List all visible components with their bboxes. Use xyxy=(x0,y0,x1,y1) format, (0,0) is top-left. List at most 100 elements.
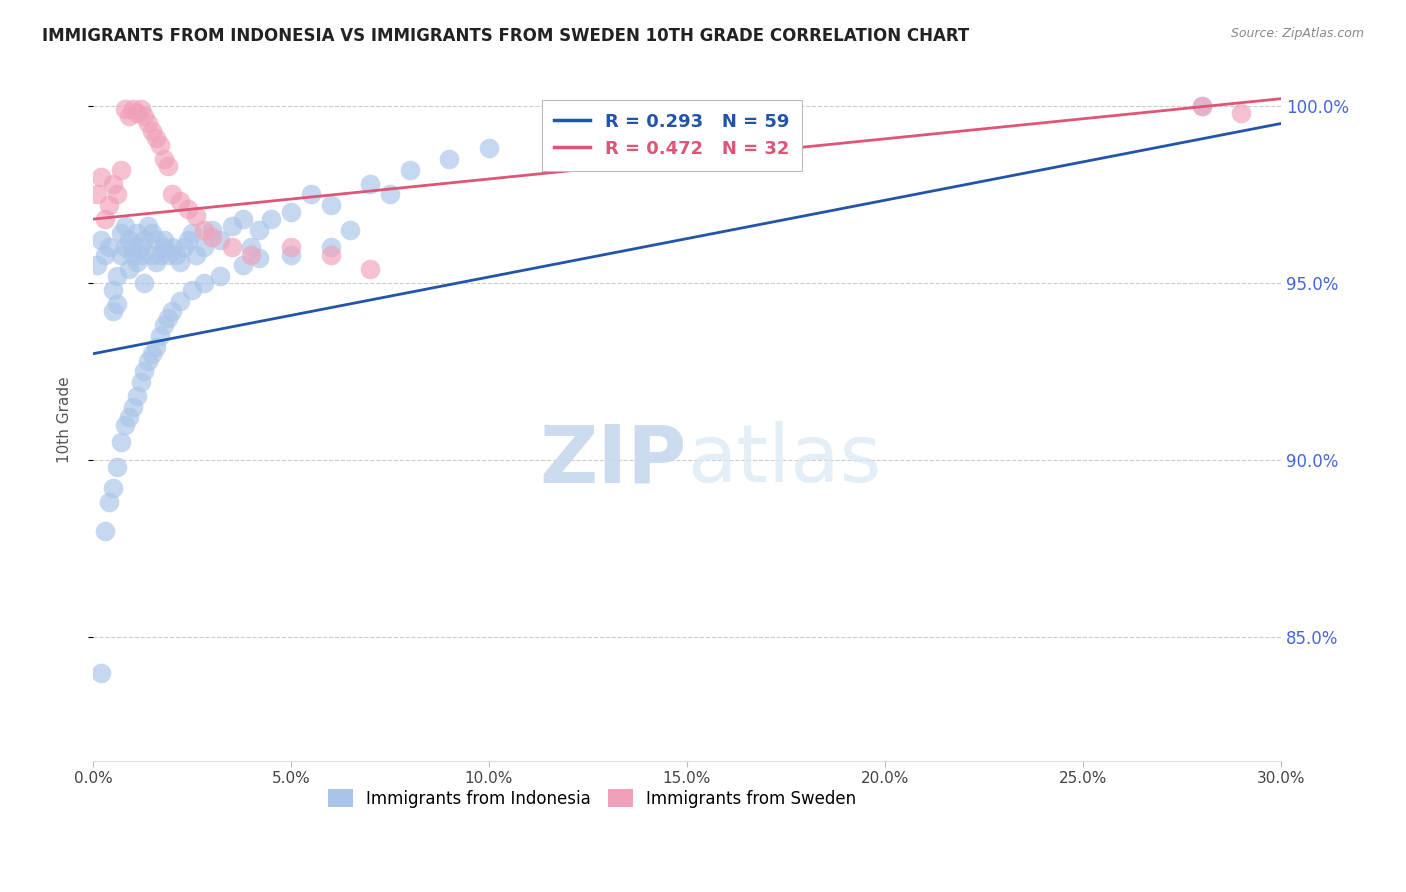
Point xyxy=(184,247,207,261)
Point xyxy=(125,389,148,403)
Point xyxy=(1191,99,1213,113)
Point xyxy=(110,435,132,450)
Point xyxy=(129,240,152,254)
Point xyxy=(129,103,152,117)
Point xyxy=(201,230,224,244)
Point xyxy=(86,187,108,202)
Point xyxy=(145,340,167,354)
Point xyxy=(134,233,156,247)
Point xyxy=(118,410,141,425)
Point xyxy=(97,198,120,212)
Point xyxy=(280,205,302,219)
Point xyxy=(160,304,183,318)
Point xyxy=(138,219,160,234)
Point xyxy=(141,247,163,261)
Point xyxy=(359,177,381,191)
Point xyxy=(232,212,254,227)
Point xyxy=(165,247,187,261)
Point xyxy=(319,247,342,261)
Point xyxy=(121,240,143,254)
Point xyxy=(138,116,160,130)
Point xyxy=(105,297,128,311)
Point xyxy=(105,268,128,283)
Point xyxy=(134,276,156,290)
Point xyxy=(240,240,263,254)
Point xyxy=(153,240,176,254)
Point xyxy=(260,212,283,227)
Point xyxy=(138,353,160,368)
Y-axis label: 10th Grade: 10th Grade xyxy=(58,376,72,463)
Point xyxy=(153,233,176,247)
Point xyxy=(153,318,176,333)
Point xyxy=(240,247,263,261)
Point xyxy=(339,223,361,237)
Point xyxy=(221,240,243,254)
Point xyxy=(169,254,191,268)
Point xyxy=(169,194,191,209)
Point xyxy=(193,240,215,254)
Point xyxy=(145,254,167,268)
Point xyxy=(134,109,156,123)
Point xyxy=(101,481,124,495)
Point xyxy=(280,247,302,261)
Point xyxy=(94,247,117,261)
Point xyxy=(114,417,136,432)
Point xyxy=(121,103,143,117)
Point xyxy=(157,247,180,261)
Point xyxy=(149,329,172,343)
Point xyxy=(169,293,191,308)
Point xyxy=(149,137,172,152)
Point xyxy=(177,202,200,216)
Point xyxy=(110,247,132,261)
Point xyxy=(97,495,120,509)
Point xyxy=(181,283,204,297)
Point xyxy=(378,187,401,202)
Point xyxy=(90,665,112,680)
Point xyxy=(193,223,215,237)
Point xyxy=(121,400,143,414)
Point xyxy=(125,227,148,241)
Point xyxy=(160,240,183,254)
Point xyxy=(114,240,136,254)
Point xyxy=(101,177,124,191)
Point xyxy=(557,152,579,166)
Point xyxy=(439,152,461,166)
Point xyxy=(319,198,342,212)
Point xyxy=(247,223,270,237)
Text: ZIP: ZIP xyxy=(540,421,688,500)
Point xyxy=(125,106,148,120)
Point xyxy=(636,134,658,148)
Point xyxy=(105,460,128,475)
Point xyxy=(141,347,163,361)
Point xyxy=(359,261,381,276)
Text: atlas: atlas xyxy=(688,421,882,500)
Point xyxy=(110,162,132,177)
Point xyxy=(299,187,322,202)
Point xyxy=(1230,106,1253,120)
Point xyxy=(129,247,152,261)
Point xyxy=(280,240,302,254)
Point xyxy=(94,524,117,538)
Point xyxy=(232,258,254,272)
Point xyxy=(118,261,141,276)
Point xyxy=(129,375,152,389)
Text: Source: ZipAtlas.com: Source: ZipAtlas.com xyxy=(1230,27,1364,40)
Point xyxy=(86,258,108,272)
Point xyxy=(208,268,231,283)
Point xyxy=(149,247,172,261)
Point xyxy=(114,103,136,117)
Point xyxy=(193,276,215,290)
Point xyxy=(716,106,738,120)
Point xyxy=(101,304,124,318)
Point xyxy=(181,227,204,241)
Point xyxy=(134,364,156,378)
Point xyxy=(201,223,224,237)
Point xyxy=(110,227,132,241)
Text: IMMIGRANTS FROM INDONESIA VS IMMIGRANTS FROM SWEDEN 10TH GRADE CORRELATION CHART: IMMIGRANTS FROM INDONESIA VS IMMIGRANTS … xyxy=(42,27,969,45)
Point xyxy=(121,247,143,261)
Point xyxy=(398,162,420,177)
Point xyxy=(90,169,112,184)
Point xyxy=(157,311,180,326)
Point xyxy=(160,187,183,202)
Legend: Immigrants from Indonesia, Immigrants from Sweden: Immigrants from Indonesia, Immigrants fr… xyxy=(321,783,863,814)
